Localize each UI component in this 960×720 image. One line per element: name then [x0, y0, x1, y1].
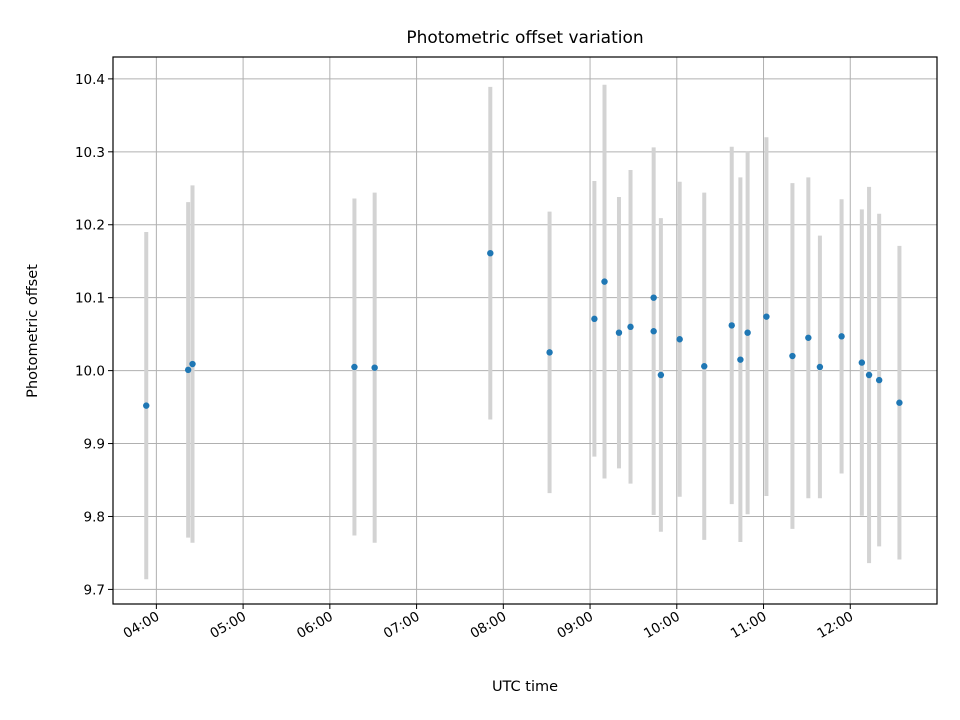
data-point — [728, 322, 735, 329]
data-point — [627, 323, 634, 331]
data-point — [744, 329, 751, 336]
data-point — [789, 352, 796, 360]
data-point — [546, 349, 553, 356]
x-tick-label: 05:00 — [207, 609, 249, 642]
data-point — [184, 366, 192, 374]
x-tick-label: 09:00 — [554, 609, 596, 642]
x-tick-label: 04:00 — [121, 609, 163, 642]
x-tick-label: 08:00 — [468, 609, 510, 642]
data-point — [896, 399, 903, 406]
data-point — [865, 371, 873, 379]
data-point — [838, 333, 845, 340]
error-bars — [144, 84, 902, 580]
y-tick-label: 9.7 — [84, 582, 105, 598]
x-axis-label: UTC time — [492, 679, 558, 695]
data-point — [143, 402, 150, 409]
y-tick-label: 10.0 — [75, 364, 105, 380]
data-point — [591, 315, 598, 323]
y-tick-label: 10.4 — [75, 72, 105, 88]
x-tick-label: 10:00 — [641, 609, 683, 642]
data-point — [615, 329, 623, 336]
data-point — [816, 363, 824, 371]
y-tick-label: 10.3 — [75, 145, 105, 161]
x-axis-ticks: 04:00 05:00 06:00 07:00 08:00 09:00 10:00 11:00… — [121, 604, 857, 642]
y-tick-label: 9.9 — [84, 437, 105, 453]
data-point — [351, 363, 358, 371]
data-points — [143, 249, 903, 409]
chart-title: Photometric offset variation — [406, 28, 643, 48]
data-point — [763, 313, 770, 320]
x-tick-label: 11:00 — [728, 609, 770, 642]
data-point — [601, 278, 608, 285]
y-tick-label: 10.1 — [75, 291, 105, 307]
data-point — [737, 356, 744, 363]
plot-frame — [112, 56, 938, 605]
y-axis-ticks: 9.7 9.8 9.9 10.0 10.1 10.2 10.3 10.4 — [75, 72, 113, 598]
x-tick-label: 12:00 — [815, 609, 857, 642]
data-point — [371, 364, 378, 371]
y-tick-label: 10.2 — [75, 218, 105, 234]
data-point — [650, 294, 657, 301]
x-tick-label: 07:00 — [381, 609, 423, 642]
grid — [113, 57, 937, 604]
data-point — [701, 363, 708, 370]
data-point — [657, 371, 665, 379]
data-point — [650, 328, 657, 335]
y-tick-label: 9.8 — [84, 509, 105, 525]
x-tick-label: 06:00 — [294, 609, 336, 642]
data-point — [805, 334, 812, 341]
y-axis-label: Photometric offset — [25, 264, 41, 398]
data-point — [875, 376, 883, 384]
data-point — [676, 336, 683, 343]
data-point — [858, 359, 866, 366]
data-point — [487, 249, 494, 257]
data-point — [189, 360, 196, 368]
